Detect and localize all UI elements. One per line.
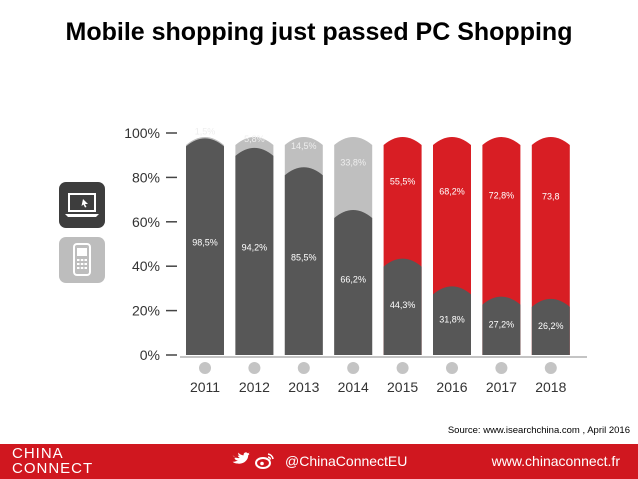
- y-tick-label: 100%: [124, 125, 160, 141]
- twitter-icon[interactable]: [232, 452, 250, 464]
- x-tick-marker: [199, 362, 211, 374]
- pc-share-bar: [482, 296, 521, 355]
- mobile-value-label: 14,5%: [291, 141, 317, 151]
- bars: 98,5% 1,5% 94,2% 5,8% 85,5% 14,5% 66,2% 33,8% 44…: [186, 127, 570, 355]
- x-tick-label: 2015: [387, 379, 418, 395]
- pc-value-label: 98,5%: [192, 237, 218, 247]
- pc-value-label: 31,8%: [439, 314, 465, 324]
- pc-share-bar: [235, 147, 274, 355]
- mobile-value-label: 68,2%: [439, 187, 465, 197]
- mobile-value-label: 55,5%: [390, 176, 416, 186]
- weibo-icon[interactable]: [255, 453, 274, 469]
- brand-line-1: CHINA: [12, 445, 64, 462]
- y-tick-label: 20%: [132, 303, 160, 319]
- x-tick-marker: [544, 362, 557, 374]
- pc-value-label: 44,3%: [390, 300, 416, 310]
- x-tick-label: 2016: [436, 379, 467, 395]
- mobile-phone-icon: [59, 237, 105, 283]
- x-tick-marker: [347, 362, 360, 374]
- x-tick-label: 2011: [190, 379, 220, 395]
- mobile-value-label: 72,8%: [489, 190, 515, 200]
- x-tick-marker: [495, 362, 508, 374]
- x-tick-marker: [396, 362, 409, 374]
- mobile-share-bar: [531, 137, 570, 355]
- x-axis: 2011 2012 2013 2014 2015 2016 2017 2018: [180, 356, 587, 395]
- source-note: Source: www.isearchchina.com , April 201…: [447, 425, 630, 436]
- mobile-value-label: 73,8: [542, 191, 560, 201]
- x-tick-label: 2014: [338, 379, 369, 395]
- x-tick-marker: [297, 362, 310, 374]
- china-connect-logo: CHINA CONNECT: [12, 446, 93, 476]
- pc-value-label: 85,5%: [291, 252, 317, 262]
- pc-share-bar: [531, 298, 570, 355]
- chart-title: Mobile shopping just passed PC Shopping: [65, 18, 573, 46]
- social-icons: [232, 452, 274, 469]
- pc-share-bar: [433, 286, 471, 355]
- x-tick-marker: [446, 362, 458, 374]
- x-tick-label: 2017: [486, 379, 517, 395]
- x-tick-marker: [248, 362, 261, 374]
- y-tick-label: 60%: [132, 214, 160, 230]
- brand-line-2: CONNECT: [12, 460, 94, 477]
- pc-share-bar: [334, 210, 373, 355]
- y-tick-label: 40%: [132, 258, 160, 274]
- x-tick-label: 2012: [239, 379, 270, 395]
- x-tick-label: 2018: [535, 379, 566, 395]
- y-axis: 0% 20% 40% 60% 80% 100%: [124, 125, 177, 363]
- mobile-value-label: 33,8%: [340, 158, 366, 168]
- pc-share-bar: [284, 167, 323, 355]
- pc-share-bar: [383, 258, 422, 355]
- pc-value-label: 27,2%: [489, 320, 515, 330]
- pc-value-label: 66,2%: [340, 275, 366, 285]
- laptop-icon: [59, 182, 105, 228]
- y-tick-label: 80%: [132, 169, 160, 185]
- y-tick-label: 0%: [140, 347, 160, 363]
- twitter-handle[interactable]: @ChinaConnectEU: [285, 453, 408, 469]
- pc-value-label: 94,2%: [242, 242, 268, 252]
- footer-bar: CHINA CONNECT @ChinaConnectEU www.chinac…: [0, 444, 638, 479]
- x-tick-label: 2013: [288, 379, 319, 395]
- stacked-bar-chart: 0% 20% 40% 60% 80% 100% 98,5% 1,5% 94,2% 5,8% 85,…: [124, 125, 587, 395]
- mobile-value-label: 5,8%: [244, 134, 265, 144]
- pc-value-label: 26,2%: [538, 321, 564, 331]
- mobile-value-label: 1,5%: [195, 127, 216, 137]
- website-link[interactable]: www.chinaconnect.fr: [491, 453, 620, 469]
- pc-share-bar: [186, 138, 224, 355]
